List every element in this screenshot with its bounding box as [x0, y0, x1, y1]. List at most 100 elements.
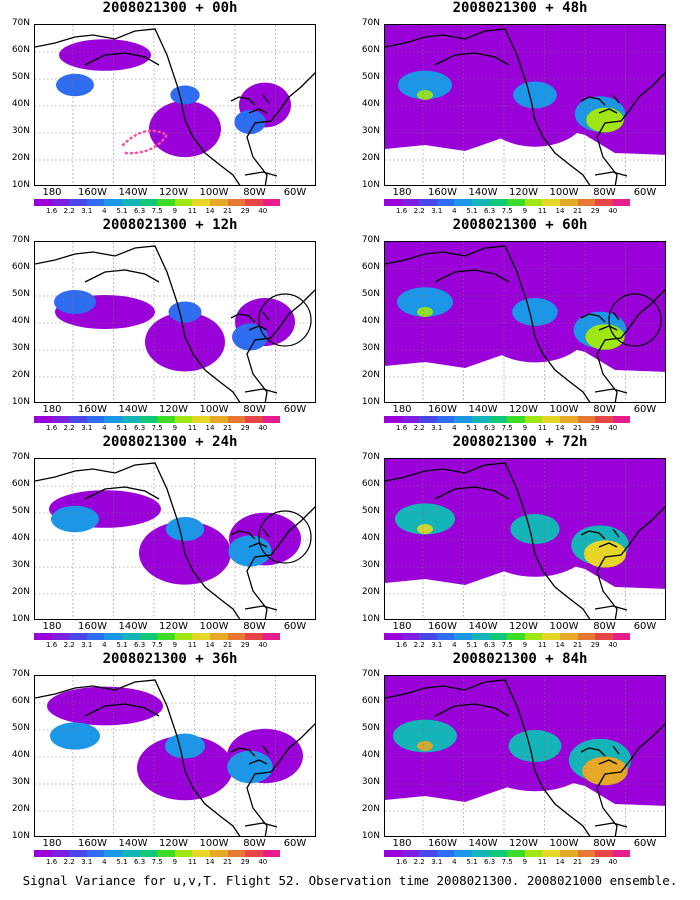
- colorbar-label: 4: [102, 424, 107, 432]
- lat-tick-label: 70N: [361, 235, 380, 245]
- colorbar-swatch: [384, 416, 402, 423]
- lon-tick-label: 100W: [549, 621, 579, 632]
- coastline: [230, 94, 270, 114]
- lon-tick-label: 80W: [593, 187, 616, 198]
- variance-blob: [393, 719, 457, 753]
- colorbar-label: 2.2: [63, 641, 75, 649]
- colorbar-label: 6.3: [484, 207, 496, 215]
- lon-tick-label: 180: [392, 187, 412, 198]
- colorbar-swatch: [595, 850, 613, 857]
- lon-tick-label: 60W: [633, 187, 657, 198]
- lat-tick-label: 60N: [361, 262, 380, 272]
- lon-tick-label: 140W: [468, 621, 498, 632]
- colorbar: [384, 199, 631, 206]
- lat-tick-label: 30N: [361, 560, 380, 570]
- colorbar-swatch: [51, 199, 70, 206]
- variance-blob: [417, 741, 433, 751]
- colorbar-label: 14: [555, 641, 565, 649]
- colorbar-swatch: [157, 416, 175, 423]
- colorbar-swatch: [612, 416, 631, 423]
- colorbar-swatch: [489, 416, 508, 423]
- coastline: [230, 311, 270, 331]
- lat-tick-label: 40N: [361, 533, 380, 543]
- colorbar-swatch: [454, 416, 472, 423]
- lat-tick-label: 60N: [361, 45, 380, 55]
- colorbar-swatch: [262, 199, 281, 206]
- colorbar-swatch: [139, 633, 158, 640]
- lat-tick-label: 20N: [361, 153, 380, 163]
- coastline: [244, 388, 278, 394]
- lon-tick-label: 180: [392, 838, 412, 849]
- lon-tick-label: 60W: [283, 404, 307, 415]
- colorbar-swatch: [86, 416, 105, 423]
- colorbar-swatch: [174, 850, 193, 857]
- map-canvas: [385, 676, 665, 836]
- colorbar-label: 14: [555, 207, 565, 215]
- lat-tick-label: 10N: [11, 614, 30, 624]
- lat-tick-label: 20N: [361, 587, 380, 597]
- colorbar-label: 2.2: [63, 424, 75, 432]
- colorbar-label: 9: [172, 858, 178, 866]
- colorbar-swatch: [34, 416, 52, 423]
- lon-tick-label: 60W: [283, 838, 307, 849]
- colorbar-label: 7.5: [151, 424, 163, 432]
- lat-tick-label: 70N: [11, 669, 30, 679]
- colorbar-label: 1.6: [46, 424, 58, 432]
- variance-blob: [51, 505, 99, 533]
- colorbar-swatch: [542, 633, 560, 640]
- colorbar-swatch: [471, 199, 490, 206]
- colorbar-label: 1.6: [46, 858, 58, 866]
- variance-blob: [168, 301, 202, 323]
- colorbar-swatch: [489, 633, 508, 640]
- lon-tick-label: 120W: [509, 621, 538, 632]
- map-panel-p60: 2008021300 + 60h 70N 60N 50N 40N 30N 20N 10N 180…: [350, 217, 690, 432]
- coastline: [434, 269, 510, 283]
- lat-tick-label: 10N: [361, 397, 380, 407]
- colorbar-label: 40: [608, 641, 618, 649]
- colorbar-label: 9: [522, 424, 528, 432]
- lat-tick-label: 60N: [11, 262, 30, 272]
- colorbar: [384, 850, 631, 857]
- variance-blob: [56, 73, 94, 97]
- lat-tick-label: 10N: [11, 180, 30, 190]
- colorbar-label: 5.1: [466, 641, 478, 649]
- colorbar-label: 7.5: [501, 424, 513, 432]
- colorbar-swatch: [192, 416, 210, 423]
- colorbar-label: 1.6: [396, 641, 408, 649]
- map-panel-p24: 2008021300 + 24h 70N 60N 50N 40N 30N 20N 10N 180…: [0, 434, 340, 649]
- lat-tick-label: 50N: [11, 506, 30, 516]
- lon-tick-label: 140W: [468, 404, 498, 415]
- lat-tick-label: 40N: [11, 99, 30, 109]
- colorbar-swatch: [121, 633, 140, 640]
- target-region-circle: [608, 293, 662, 347]
- lon-tick-label: 120W: [509, 838, 538, 849]
- colorbar-label: 7.5: [151, 858, 163, 866]
- lat-tick-label: 10N: [361, 831, 380, 841]
- lat-tick-label: 60N: [361, 696, 380, 706]
- lat-tick-label: 50N: [361, 723, 380, 733]
- lat-tick-label: 60N: [11, 479, 30, 489]
- colorbar-label: 5.1: [116, 858, 128, 866]
- lat-tick-label: 50N: [361, 506, 380, 516]
- colorbar-swatch: [454, 850, 472, 857]
- map-frame: [34, 241, 316, 403]
- lat-tick-label: 30N: [11, 560, 30, 570]
- colorbar-swatch: [384, 633, 402, 640]
- variance-blob: [398, 70, 452, 100]
- colorbar-label: 6.3: [484, 858, 496, 866]
- coastline: [594, 822, 628, 828]
- colorbar-label: 3.1: [81, 207, 93, 215]
- lon-tick-label: 160W: [428, 621, 457, 632]
- lon-tick-label: 140W: [118, 187, 148, 198]
- variance-blob: [508, 730, 562, 762]
- coastline: [594, 605, 628, 611]
- colorbar-swatch: [542, 850, 560, 857]
- colorbar-swatch: [121, 850, 140, 857]
- colorbar-swatch: [436, 416, 455, 423]
- colorbar-swatch: [262, 633, 281, 640]
- lon-tick-label: 120W: [509, 404, 538, 415]
- variance-blob: [397, 287, 453, 317]
- coastline: [580, 528, 620, 548]
- colorbar-swatch: [595, 633, 613, 640]
- lon-tick-label: 160W: [428, 838, 457, 849]
